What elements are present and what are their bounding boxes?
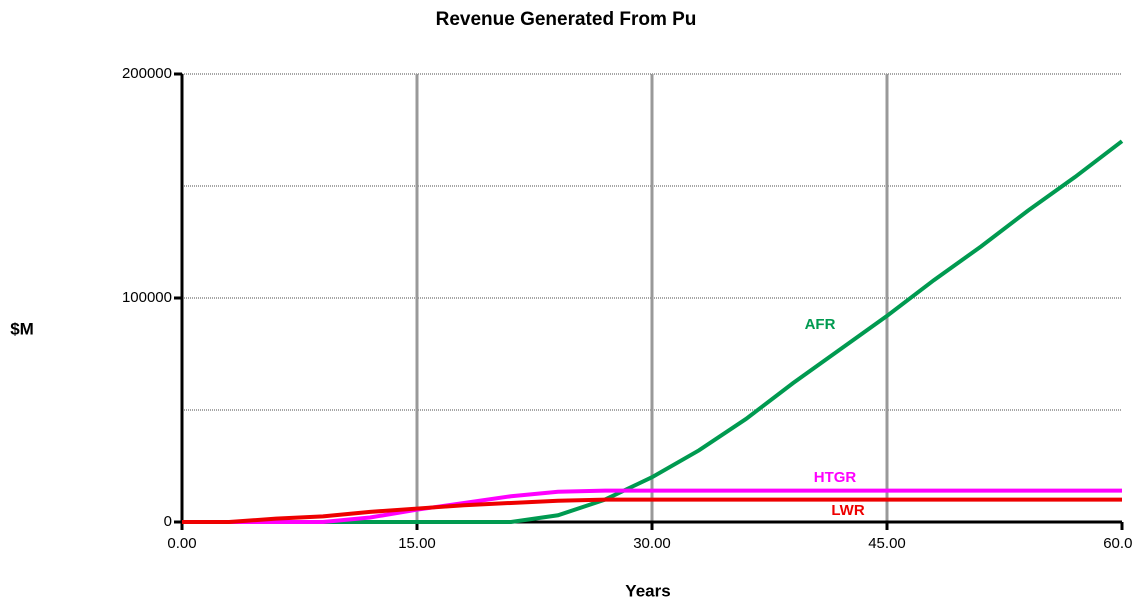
y-axis-label: $M (10, 319, 34, 338)
series-label: HTGR (814, 469, 857, 486)
chart-title: Revenue Generated From Pu (436, 9, 697, 30)
series-label: AFR (805, 316, 836, 333)
y-tick-label: 100000 (122, 289, 172, 306)
x-tick-label: 15.00 (398, 535, 436, 552)
y-tick-label: 200000 (122, 65, 172, 82)
series-line (182, 497, 1122, 524)
x-tick-label: 60.00 (1103, 535, 1133, 552)
x-tick-label: 45.00 (868, 535, 906, 552)
x-tick-label: 30.00 (633, 535, 671, 552)
x-axis-label: Years (625, 581, 670, 600)
series-label: LWR (831, 502, 864, 519)
y-tick-label: 0 (164, 513, 172, 530)
series-line (182, 488, 1122, 524)
x-tick-label: 0.00 (167, 535, 196, 552)
